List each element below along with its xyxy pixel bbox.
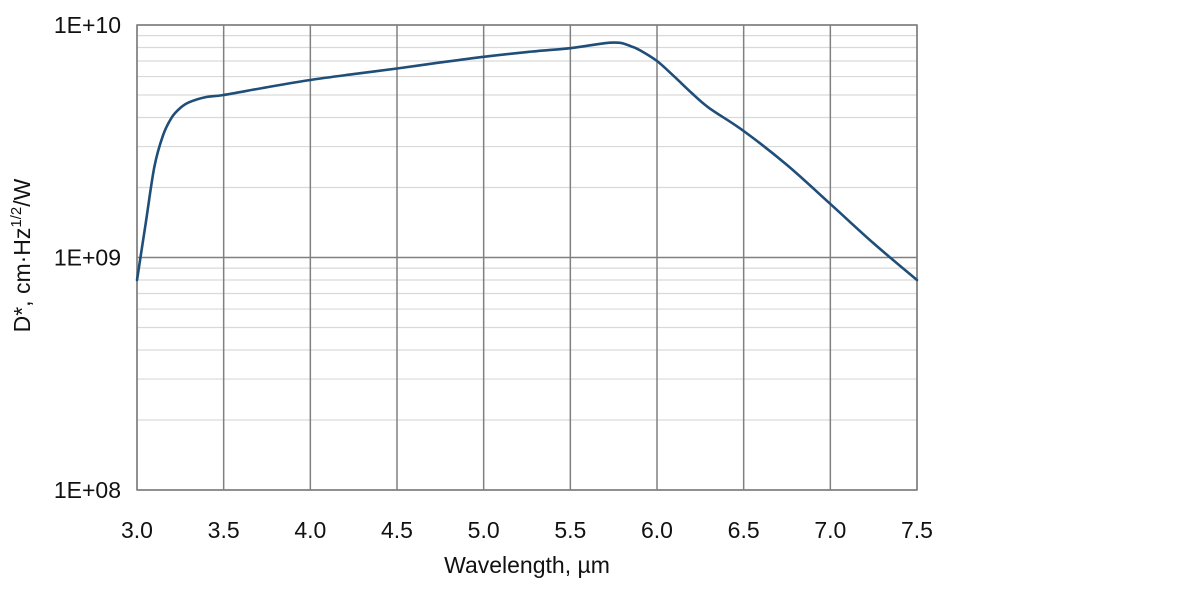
x-tick-label: 3.0 — [121, 517, 153, 543]
x-tick-label: 6.5 — [728, 517, 760, 543]
grid — [136, 24, 918, 491]
y-axis-title: D*, cm·Hz1/2/W — [8, 178, 35, 332]
y-axis-title-dot: · — [9, 256, 35, 264]
x-tick-label: 5.0 — [468, 517, 500, 543]
x-tick-label: 4.5 — [381, 517, 413, 543]
y-tick-label: 1E+10 — [54, 12, 121, 38]
y-axis-title-prefix: D*, cm — [9, 263, 35, 332]
y-tick-label: 1E+09 — [54, 245, 121, 271]
y-tick-labels: 1E+08 1E+09 1E+10 — [54, 12, 121, 503]
y-axis-title-hz: Hz — [9, 228, 35, 256]
x-tick-label: 6.0 — [641, 517, 673, 543]
plot-frame — [136, 24, 918, 491]
y-axis-title-suffix: /W — [9, 178, 35, 206]
x-tick-label: 5.5 — [554, 517, 586, 543]
y-axis-title-exponent: 1/2 — [8, 207, 25, 228]
x-tick-label: 7.0 — [814, 517, 846, 543]
y-tick-label: 1E+08 — [54, 477, 121, 503]
x-tick-label: 4.0 — [294, 517, 326, 543]
x-tick-label: 3.5 — [208, 517, 240, 543]
x-tick-labels: 3.0 3.5 4.0 4.5 5.0 5.5 6.0 6.5 7.0 7.5 — [121, 517, 933, 543]
series-line-0 — [135, 41, 919, 282]
x-tick-label: 7.5 — [901, 517, 933, 543]
x-axis-title: Wavelength, µm — [444, 552, 610, 578]
